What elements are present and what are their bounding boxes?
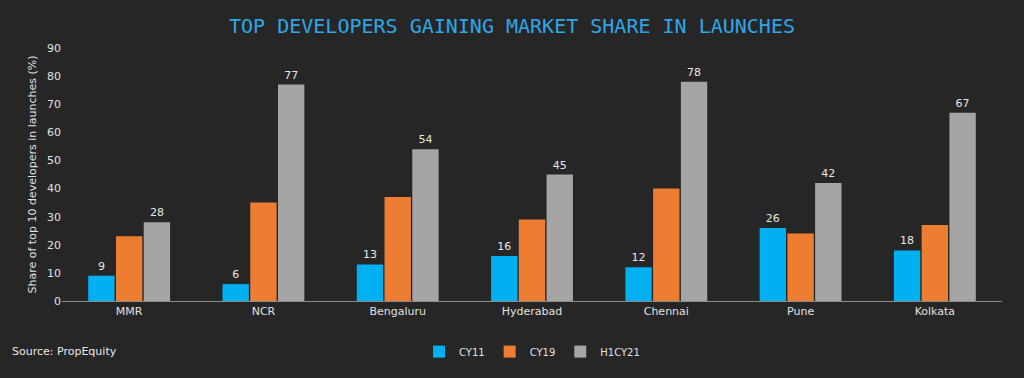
- svg-text:0: 0: [54, 295, 61, 308]
- svg-text:40: 40: [47, 182, 61, 195]
- svg-text:Pune: Pune: [787, 305, 814, 318]
- svg-text:18: 18: [900, 234, 914, 247]
- svg-text:12: 12: [632, 251, 646, 264]
- svg-text:77: 77: [284, 69, 298, 82]
- svg-text:TOP DEVELOPERS GAINING MARKET: TOP DEVELOPERS GAINING MARKET SHARE IN L…: [229, 14, 795, 38]
- svg-text:28: 28: [150, 206, 164, 219]
- svg-text:9: 9: [98, 260, 105, 273]
- svg-text:20: 20: [47, 239, 61, 252]
- svg-text:CY19: CY19: [530, 347, 556, 358]
- svg-text:26: 26: [766, 212, 780, 225]
- svg-text:30: 30: [47, 211, 61, 224]
- svg-text:50: 50: [47, 154, 61, 167]
- svg-text:67: 67: [956, 97, 970, 110]
- svg-text:CY11: CY11: [459, 347, 485, 358]
- svg-text:42: 42: [821, 167, 835, 180]
- svg-text:Chennai: Chennai: [644, 305, 689, 318]
- svg-text:Share of top 10 developers in: Share of top 10 developers in launches (…: [26, 56, 39, 294]
- svg-text:45: 45: [553, 159, 567, 172]
- svg-text:78: 78: [687, 66, 701, 79]
- svg-text:70: 70: [47, 98, 61, 111]
- svg-text:13: 13: [363, 248, 377, 261]
- svg-text:80: 80: [47, 70, 61, 83]
- svg-text:H1CY21: H1CY21: [600, 347, 640, 358]
- svg-text:MMR: MMR: [116, 305, 143, 318]
- svg-text:90: 90: [47, 42, 61, 55]
- svg-text:6: 6: [232, 268, 239, 281]
- svg-text:10: 10: [47, 267, 61, 280]
- svg-text:Bengaluru: Bengaluru: [369, 305, 426, 318]
- svg-text:54: 54: [418, 133, 432, 146]
- svg-text:60: 60: [47, 126, 61, 139]
- svg-text:NCR: NCR: [252, 305, 276, 318]
- svg-text:Source: PropEquity: Source: PropEquity: [12, 345, 117, 358]
- svg-text:Hyderabad: Hyderabad: [502, 305, 563, 318]
- svg-text:Kolkata: Kolkata: [915, 305, 955, 318]
- svg-text:16: 16: [497, 240, 511, 253]
